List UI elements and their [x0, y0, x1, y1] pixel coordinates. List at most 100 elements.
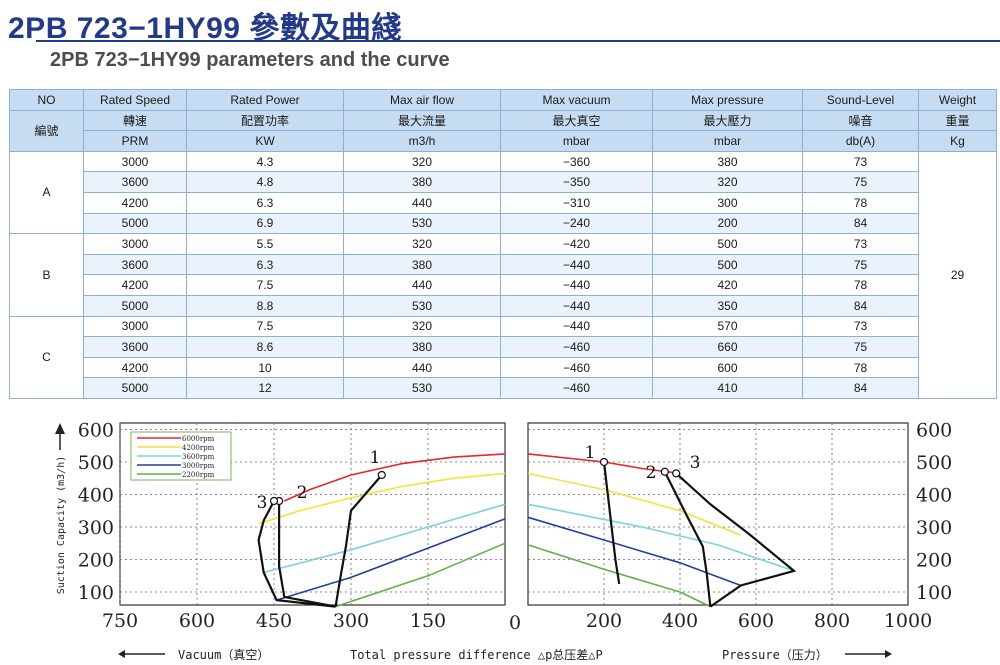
- y-tick-label-left: 400: [78, 485, 114, 507]
- header-row-unit: PRM KW m3/h mbar mbar db(A) Kg: [10, 130, 997, 152]
- header-cell: 編號: [9, 109, 84, 152]
- pressure-series-line-2200rpm: [527, 544, 711, 608]
- table-cell: 10: [186, 356, 344, 379]
- table-cell: 350: [652, 294, 803, 317]
- table-cell: 4200: [83, 274, 187, 296]
- y-axis-arrow-head: [55, 423, 65, 434]
- pressure-point-label: 2: [646, 463, 657, 483]
- header-cell: Rated Speed: [83, 89, 187, 111]
- table-cell: 6.9: [186, 212, 344, 235]
- pressure-limit-marker: [660, 467, 669, 476]
- table-cell: 75: [802, 171, 919, 193]
- page-subtitle: 2PB 723−1HY99 parameters and the curve: [50, 49, 450, 71]
- header-cell: Kg: [918, 130, 997, 152]
- title-rule: [36, 40, 1000, 42]
- table-row: 3600 8.6 380 −460 660 75: [10, 336, 997, 358]
- table-row: C 3000 7.5 320 −440 570 73: [9, 315, 997, 399]
- table-cell: 3000: [83, 233, 187, 255]
- table-cell: 78: [802, 356, 919, 379]
- table-cell: 75: [802, 253, 919, 276]
- x-axis-label-vacuum: Vacuum（真空）: [178, 648, 269, 662]
- vacuum-tick-label: 150: [410, 610, 446, 632]
- table-cell: −440: [500, 274, 653, 296]
- page-title: 2PB 723−1HY99 參數及曲綫: [8, 12, 402, 45]
- table-cell: 200: [652, 212, 803, 235]
- legend-label: 3600rpm: [182, 453, 215, 461]
- header-row-en: NO Rated Speed Rated Power Max air flow Max …: [9, 89, 997, 111]
- table-cell: −460: [500, 356, 653, 379]
- y-axis-label: Suction Capacity (m3/h): [56, 456, 67, 594]
- zero-tick-label: 0: [509, 612, 521, 634]
- header-cell: 轉速: [83, 109, 187, 132]
- header-cell: Weight: [918, 89, 997, 111]
- pressure-tick-label: 200: [586, 610, 622, 632]
- vacuum-point-label: 2: [297, 483, 308, 503]
- header-cell: Max pressure: [652, 89, 803, 111]
- table-cell: 420: [652, 274, 803, 296]
- table-cell: 84: [802, 212, 919, 235]
- legend-label: 6000rpm: [182, 435, 215, 443]
- y-tick-label-right: 400: [916, 485, 952, 507]
- vacuum-tick-label: 600: [179, 610, 215, 632]
- table-cell: 530: [343, 377, 501, 399]
- header-cell: Max vacuum: [500, 89, 653, 111]
- pressure-tick-label: 400: [662, 610, 698, 632]
- y-tick-label-left: 200: [78, 550, 114, 572]
- table-row: B 3000 5.5 320 −420 500 73: [9, 233, 997, 317]
- pressure-tick-label: 800: [814, 610, 850, 632]
- y-tick-label-left: 600: [78, 420, 114, 442]
- y-tick-label-right: 100: [916, 582, 952, 604]
- y-tick-label-right: 500: [916, 452, 952, 474]
- table-cell: 3600: [83, 253, 187, 276]
- table-row: 3600 6.3 380 −440 500 75: [10, 253, 997, 276]
- y-tick-label-left: 500: [78, 452, 114, 474]
- table-cell: 7.5: [186, 274, 344, 296]
- table-cell: 570: [652, 315, 803, 338]
- table-cell: 84: [802, 294, 919, 317]
- table-cell: 320: [343, 233, 501, 255]
- table-cell: 6.3: [186, 191, 344, 214]
- header-cell: PRM: [83, 130, 187, 152]
- header-cell: m3/h: [343, 130, 501, 152]
- table-cell: 4.8: [186, 171, 344, 193]
- header-cell: mbar: [500, 130, 653, 152]
- weight-cell: 29: [918, 150, 997, 399]
- header-cell: NO: [9, 89, 84, 111]
- table-cell: 320: [652, 171, 803, 193]
- table-cell: 8.6: [186, 336, 344, 358]
- pressure-point-label: 1: [585, 443, 596, 463]
- table-row: 3600 4.8 380 −350 320 75: [10, 171, 997, 193]
- table-cell: 73: [802, 150, 919, 173]
- table-row: 4200 7.5 440 −440 420 78: [10, 274, 997, 296]
- pressure-limit-curve-1: [602, 461, 621, 585]
- table-row: 5000 6.9 530 −240 200 84: [10, 212, 997, 235]
- table-cell: 380: [343, 171, 501, 193]
- y-tick-label-right: 200: [916, 550, 952, 572]
- table-cell: −310: [500, 191, 653, 214]
- table-cell: 5000: [83, 377, 187, 399]
- table-cell: 3000: [83, 315, 187, 338]
- header-cell: KW: [186, 130, 344, 152]
- table-cell: 380: [343, 253, 501, 276]
- vacuum-limit-marker: [269, 496, 279, 506]
- table-row: A 3000 4.3 320 −360 380 73 29: [9, 150, 997, 399]
- table-row: 4200 6.3 440 −310 300 78: [10, 191, 997, 214]
- table-cell: 380: [652, 150, 803, 173]
- header-cell: mbar: [652, 130, 803, 152]
- header-cell: Max air flow: [343, 89, 501, 111]
- vacuum-tick-label: 300: [333, 610, 369, 632]
- table-cell: 5000: [83, 294, 187, 317]
- table-cell: 660: [652, 336, 803, 358]
- table-cell: 75: [802, 336, 919, 358]
- table-cell: −440: [500, 253, 653, 276]
- vacuum-tick-label: 750: [102, 610, 138, 632]
- pressure-series-line-3600rpm: [527, 503, 795, 572]
- pressure-series-line-3000rpm: [527, 516, 742, 587]
- table-cell: −440: [500, 294, 653, 317]
- table-cell: 78: [802, 191, 919, 214]
- table-cell: 410: [652, 377, 803, 399]
- legend-label: 4200rpm: [182, 444, 215, 452]
- table-cell: −460: [500, 336, 653, 358]
- header-cell: 重量: [918, 109, 997, 132]
- table-cell: 380: [343, 336, 501, 358]
